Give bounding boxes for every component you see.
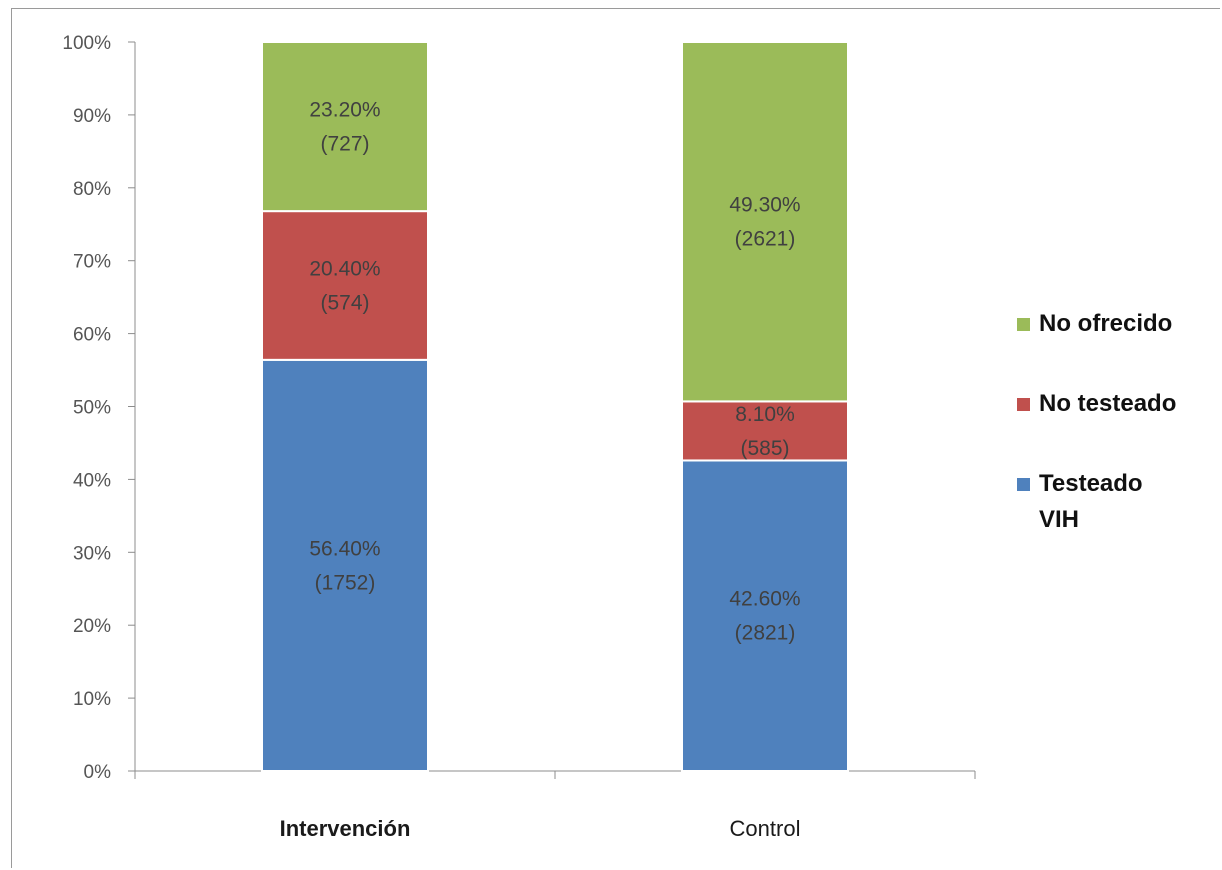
y-tick-label: 80% (73, 179, 111, 200)
y-tick-label: 60% (73, 325, 111, 346)
data-label: (2821) (735, 622, 796, 645)
legend-swatch (1017, 398, 1030, 411)
legend-label: VIH (1039, 506, 1079, 533)
chart-frame (11, 8, 1220, 868)
y-tick-label: 40% (73, 470, 111, 491)
y-tick-label: 70% (73, 252, 111, 273)
data-labels: 56.40% (1752) 20.40% (574) 23.20% (727) 42.60%… (309, 99, 800, 645)
y-tick-label: 100% (62, 33, 111, 54)
x-tick-label: Intervención (280, 816, 411, 841)
legend-swatch (1017, 478, 1030, 491)
data-label: (727) (320, 133, 369, 156)
data-label: 49.30% (729, 194, 800, 217)
data-label: 56.40% (309, 537, 380, 560)
y-tick-label: 10% (73, 689, 111, 710)
legend-label: No testeado (1039, 390, 1176, 417)
y-tick-label: 50% (73, 398, 111, 419)
y-tick-label: 30% (73, 543, 111, 564)
data-label: 20.40% (309, 257, 380, 280)
legend-label: Testeado (1039, 470, 1143, 497)
data-label: 42.60% (729, 588, 800, 611)
data-label: (2621) (735, 228, 796, 251)
axes: 0% 10% 20% 30% 40% 50% 60% 70% 80% 90% 100% Interve… (62, 33, 976, 841)
data-label: 8.10% (735, 403, 795, 426)
y-tick-label: 0% (84, 762, 112, 783)
y-tick-label: 20% (73, 616, 111, 637)
bar-segment (681, 400, 849, 462)
bar-segment (681, 459, 849, 772)
data-label: 23.20% (309, 99, 380, 122)
y-tick-label: 90% (73, 106, 111, 127)
bar-segment (261, 358, 429, 772)
bars (261, 41, 849, 772)
bar-segment (261, 210, 429, 361)
data-label: (1752) (315, 571, 376, 594)
legend-label: No ofrecido (1039, 310, 1172, 337)
x-tick-label: Control (730, 816, 801, 841)
legend: No ofrecido No testeado Testeado VIH (1017, 310, 1176, 533)
bar-segment (261, 41, 429, 213)
legend-swatch (1017, 318, 1030, 331)
data-label: (574) (320, 291, 369, 314)
data-label: (585) (740, 437, 789, 460)
bar-segment (681, 41, 849, 403)
